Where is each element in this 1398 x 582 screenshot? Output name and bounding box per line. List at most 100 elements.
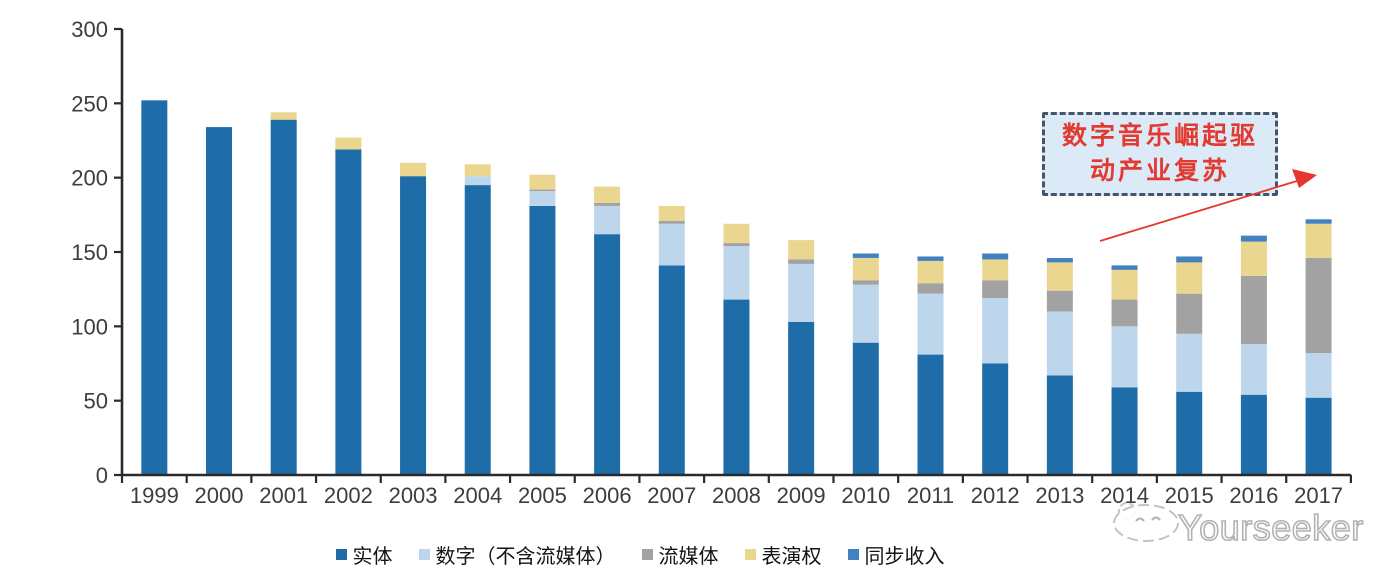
bar-segment <box>723 243 750 247</box>
bar-segment <box>1111 265 1138 270</box>
bar-segment <box>270 119 297 475</box>
chart-legend: 实体 数字（不含流媒体） 流媒体 表演权 同步收入 <box>300 540 980 569</box>
x-axis-label: 2007 <box>647 483 696 508</box>
bar-segment <box>788 321 815 475</box>
bar-segment <box>1240 394 1267 475</box>
bar-segment <box>1176 262 1203 294</box>
bar-segment <box>1176 333 1203 392</box>
bar-segment <box>658 265 685 475</box>
bar-segment <box>852 280 879 285</box>
bar-segment <box>1305 353 1332 398</box>
bar-segment <box>529 189 556 192</box>
bar-segment <box>594 234 621 475</box>
x-axis-label: 2003 <box>389 483 438 508</box>
bar-segment <box>658 220 685 224</box>
legend-item-digital: 数字（不含流媒体） <box>418 540 616 569</box>
bar-segment <box>917 256 944 261</box>
bar-segment <box>982 280 1009 299</box>
bar-segment <box>1046 375 1073 475</box>
bar-segment <box>464 164 491 177</box>
bar-segment <box>1240 344 1267 395</box>
x-axis-label: 1999 <box>130 483 179 508</box>
legend-swatch-streaming <box>641 548 653 560</box>
annotation-callout: 数字音乐崛起驱 动产业复苏 <box>1042 112 1278 196</box>
bar-segment <box>982 298 1009 364</box>
legend-item-streaming: 流媒体 <box>641 540 719 569</box>
bar-segment <box>917 283 944 294</box>
bar-segment <box>1176 293 1203 334</box>
bar-segment <box>1111 326 1138 388</box>
x-axis-label: 2013 <box>1035 483 1084 508</box>
bar-segment <box>658 223 685 266</box>
legend-label-streaming: 流媒体 <box>658 545 719 568</box>
bar-segment <box>982 253 1009 260</box>
bar-segment <box>594 186 621 203</box>
legend-label-digital: 数字（不含流媒体） <box>435 545 616 568</box>
bar-segment <box>1176 391 1203 475</box>
x-axis-label: 2002 <box>324 483 373 508</box>
legend-swatch-performance <box>744 548 756 560</box>
x-axis-label: 2009 <box>777 483 826 508</box>
bar-segment <box>1240 275 1267 345</box>
bar-segment <box>1111 387 1138 475</box>
x-axis-label: 2017 <box>1294 483 1343 508</box>
bar-segment <box>852 284 879 343</box>
legend-swatch-physical <box>335 548 347 560</box>
bar-segment <box>917 260 944 284</box>
x-axis-label: 2010 <box>841 483 890 508</box>
x-axis-label: 2001 <box>259 483 308 508</box>
y-axis-label: 200 <box>71 166 108 191</box>
x-axis-label: 2000 <box>195 483 244 508</box>
bar-segment <box>788 259 815 264</box>
bar-segment <box>917 293 944 355</box>
y-axis-label: 300 <box>71 17 108 42</box>
bar-segment <box>1176 256 1203 263</box>
x-axis-label: 2005 <box>518 483 567 508</box>
bar-segment <box>723 299 750 475</box>
bar-segment <box>1111 299 1138 327</box>
bar-segment <box>335 137 362 150</box>
bar-segment <box>852 253 879 258</box>
bar-segment <box>335 149 362 476</box>
x-axis-label: 2004 <box>453 483 502 508</box>
bar-segment <box>206 127 233 476</box>
bar-segment <box>141 100 168 476</box>
bar-segment <box>594 205 621 235</box>
y-axis-label: 100 <box>71 314 108 339</box>
annotation-text-line1: 数字音乐崛起驱 <box>1061 122 1258 150</box>
legend-item-performance: 表演权 <box>744 540 822 569</box>
bar-segment <box>723 246 750 300</box>
bar-segment <box>1305 257 1332 354</box>
bar-segment <box>1046 257 1073 263</box>
x-axis-label: 2014 <box>1100 483 1149 508</box>
bar-segment <box>852 257 879 281</box>
y-axis-label: 250 <box>71 91 108 116</box>
bar-segment <box>1046 262 1073 291</box>
legend-item-physical: 实体 <box>335 540 393 569</box>
bar-segment <box>1111 269 1138 300</box>
x-axis-label: 2011 <box>907 483 954 508</box>
bar-segment <box>852 342 879 475</box>
annotation-text-line2: 动产业复苏 <box>1089 157 1230 185</box>
bar-segment <box>529 174 556 190</box>
legend-swatch-sync <box>847 548 859 560</box>
bar-segment <box>400 162 427 177</box>
x-axis-label: 2016 <box>1229 483 1278 508</box>
bar-segment <box>594 202 621 206</box>
bar-segment <box>788 240 815 260</box>
x-axis-label: 2012 <box>971 483 1020 508</box>
bar-segment <box>1305 223 1332 258</box>
bar-segment <box>1046 311 1073 376</box>
bar-segment <box>1305 219 1332 224</box>
bar-segment <box>270 112 297 120</box>
legend-item-sync: 同步收入 <box>847 540 945 569</box>
bar-segment <box>529 191 556 206</box>
x-axis-label: 2008 <box>712 483 761 508</box>
bar-segment <box>917 354 944 475</box>
bar-segment <box>464 185 491 475</box>
bar-segment <box>982 363 1009 475</box>
bar-segment <box>723 223 750 244</box>
y-axis-label: 50 <box>84 389 108 414</box>
